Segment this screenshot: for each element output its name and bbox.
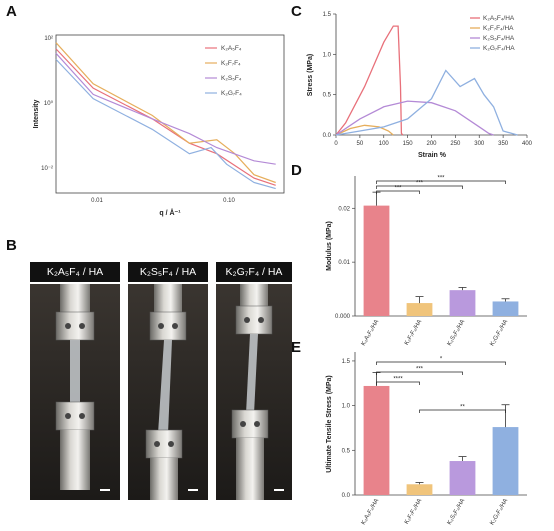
plot-d-ylabel: Modulus (MPa) [326,221,333,271]
plot-e-ylabel: Ultimate Tensile Stress (MPa) [326,375,333,473]
significance-bracket [376,361,506,365]
panel-label-a: A [6,3,17,20]
stress-series-line [335,69,518,136]
stress-series-line [335,124,394,136]
plot-c-ytick: 0.5 [323,93,332,99]
plot-c-xtick: 400 [522,141,533,147]
bar-category-label: K₂G₇F₄/HA [489,319,509,347]
plot-a-ytick: 10⁻² [41,166,53,172]
significance-bracket [376,190,420,194]
significance-mark: **** [393,377,403,383]
bar-ytick: 1.0 [342,404,351,410]
plot-a-xlabel: q / Å⁻¹ [159,208,181,217]
plot-c-xtick: 0 [334,141,338,147]
plot-a-ylabel: Intensity [33,100,40,129]
plot-c-xtick: 100 [379,141,390,147]
plot-a-ytick: 10⁰ [44,100,54,107]
bar-category-label: K₂G₇F₄/HA [489,498,509,526]
bar-ytick: 0.5 [342,448,351,454]
saxs-plot: Intensity q / Å⁻¹ 10² 10⁰ 10⁻² 0.01 0.10… [33,34,285,217]
significance-mark: ** [460,405,465,411]
photo-label-k2a5f4: K₂A₅F₄ / HA [30,262,120,282]
tensile-photo-k2g7f4 [216,284,292,500]
significance-mark: *** [437,176,445,182]
bar [449,461,476,495]
significance-bracket [419,409,506,413]
plot-a-xtick: 0.01 [91,198,103,204]
tensile-bar-chart: Ultimate Tensile Stress (MPa) 0.0 0.5 1.0 1… [326,352,527,526]
panel-label-c: C [291,3,302,20]
plot-a-ytick: 10² [44,36,53,42]
plot-c-ylabel: Stress (MPa) [307,54,314,96]
significance-bracket [376,381,420,385]
plot-c-ytick: 1.5 [323,12,332,18]
plot-c-xtick: 350 [498,141,509,147]
panel-label-d: D [291,162,302,179]
bar-ytick: 1.5 [342,359,351,365]
bar-category-label: K₂S₅F₄/HA [447,319,467,347]
saxs-series-line [55,58,276,190]
significance-mark: * [440,357,443,363]
legend-label: K₂S₅F₄ [221,75,242,82]
legend-label: K₂S₅F₄/HA [483,35,515,42]
saxs-series-line [55,52,276,165]
bar [406,484,433,495]
photo-label-k2s5f4: K₂S₅F₄ / HA [128,262,208,282]
plot-c-xtick: 50 [357,141,364,147]
plot-c-xtick: 150 [403,141,414,147]
bar-ytick: 0.01 [338,260,350,266]
modulus-bar-chart: Modulus (MPa) 0.000 0.01 0.02 K₂A₅F₄/HA K₂F₇… [326,176,527,347]
plot-c-ytick: 0.0 [323,133,332,139]
bar-category-label: K₂A₅F₄/HA [361,319,381,347]
bar [492,301,519,316]
significance-bracket [376,185,463,189]
stress-series-line [335,100,494,136]
legend-label: K₂F₇F₄/HA [483,25,514,32]
stress-strain-plot: Stress (MPa) Strain % 0.0 0.5 1.0 1.5 0 50 100… [307,12,533,159]
legend-label: K₂F₇F₄ [221,60,241,67]
plot-a-xtick: 0.10 [223,198,235,204]
bar-category-label: K₂F₇F₄/HA [404,319,423,346]
legend-label: K₂A₅F₄ [221,45,242,52]
significance-mark: *** [416,367,424,373]
bar-ytick: 0.02 [338,206,350,212]
plot-c-ytick: 1.0 [323,52,332,58]
bar [363,205,390,316]
saxs-series-line [55,42,276,184]
bar [363,385,390,495]
plot-a-frame [55,34,285,194]
legend-label: K₂A₅F₄/HA [483,15,515,22]
bar-category-label: K₂A₅F₄/HA [361,498,381,526]
plot-c-xtick: 200 [426,141,437,147]
bar [492,427,519,495]
plot-c-xtick: 250 [450,141,461,147]
plot-c-xtick: 300 [474,141,485,147]
stress-series-line [335,25,404,136]
bar-ytick: 0.0 [342,493,351,499]
plot-c-xlabel: Strain % [418,152,447,159]
panel-label-e: E [291,339,301,356]
tensile-photo-k2s5f4 [128,284,208,500]
bar-ytick: 0.000 [335,314,351,320]
significance-mark: *** [394,186,402,192]
saxs-series-line [55,48,276,186]
bar [406,303,433,316]
bar-category-label: K₂F₇F₄/HA [404,498,423,525]
panel-label-b: B [6,237,17,254]
bar [449,290,476,316]
photo-label-k2g7f4: K₂G₇F₄ / HA [216,262,292,282]
significance-mark: *** [416,181,424,187]
significance-bracket [376,180,506,184]
legend-label: K₂G₇F₄/HA [483,45,515,52]
bar-category-label: K₂S₅F₄/HA [447,498,467,526]
legend-label: K₂G₇F₄ [221,90,242,97]
tensile-photo-k2a5f4 [30,284,120,500]
significance-bracket [376,371,463,375]
